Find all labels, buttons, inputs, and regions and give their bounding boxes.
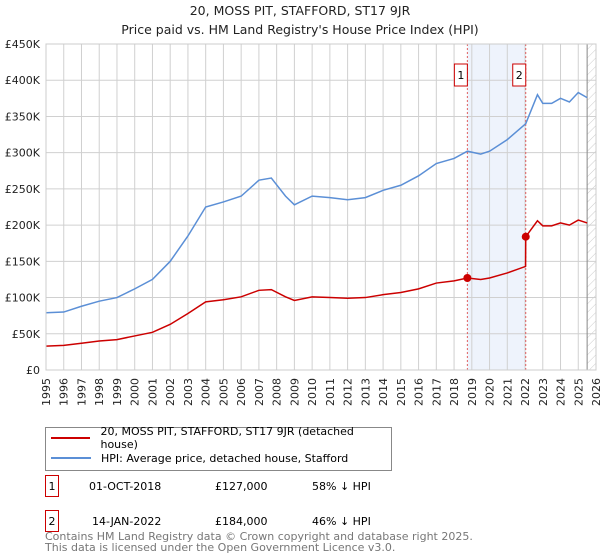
y-tick-label: £250K	[5, 183, 41, 196]
footer: Contains HM Land Registry data © Crown c…	[45, 531, 473, 553]
sale-point	[521, 232, 530, 241]
sale-badge-label: 2	[516, 69, 523, 82]
shaded-region	[467, 44, 526, 370]
footer-line: Contains HM Land Registry data © Crown c…	[45, 530, 473, 543]
x-tick-label: 1999	[111, 378, 124, 406]
forecast-hatch	[587, 44, 596, 370]
plot-area: 1995 1996 1997 1998 1999 2000 2001 2002 2003 2004…	[5, 38, 600, 406]
transaction-row: 2 14-JAN-2022 £184,000 46% ↓ HPI	[45, 510, 371, 532]
x-tick-label: 2013	[359, 378, 372, 406]
x-tick-label: 2024	[555, 378, 568, 406]
y-tick-label: £450K	[5, 38, 41, 51]
series-line-property	[45, 219, 588, 347]
series-line-hpi	[45, 91, 588, 314]
chart-subtitle: Price paid vs. HM Land Registry's House …	[121, 22, 479, 37]
x-tick-label: 2010	[306, 378, 319, 406]
sale-badge	[512, 63, 527, 87]
x-tick-label: 2004	[200, 378, 213, 406]
transaction-date: 01-OCT-2018	[89, 479, 162, 493]
x-tick-label: 2017	[430, 378, 443, 406]
x-tick-label: 2002	[164, 378, 177, 406]
legend-item-hpi: HPI: Average price, detached house, Staf…	[46, 448, 348, 468]
legend-swatch	[51, 437, 91, 439]
x-tick-label: 2009	[288, 378, 301, 406]
x-tick-label: 2021	[501, 378, 514, 406]
x-tick-label: 2012	[342, 378, 355, 406]
transaction-price: £184,000	[215, 514, 268, 528]
x-tick-label: 2014	[377, 378, 390, 406]
x-tick-label: 2006	[235, 378, 248, 406]
y-tick-label: £200K	[5, 219, 41, 232]
plot-border	[45, 43, 597, 371]
legend-swatch	[51, 457, 91, 459]
transaction-price: £127,000	[215, 479, 268, 493]
x-tick-label: 2020	[484, 378, 497, 406]
legend-label: HPI: Average price, detached house, Staf…	[101, 451, 349, 465]
x-tick-label: 2011	[324, 378, 337, 406]
x-tick-label: 1995	[40, 378, 53, 406]
transaction-hpi: 58% ↓ HPI	[312, 479, 371, 493]
x-tick-label: 2023	[537, 378, 550, 406]
transaction-badge: 2	[45, 510, 59, 532]
x-tick-label: 2000	[129, 378, 142, 406]
legend: 20, MOSS PIT, STAFFORD, ST17 9JR (detach…	[45, 425, 392, 471]
transaction-date: 14-JAN-2022	[92, 514, 162, 528]
y-tick-label: £400K	[5, 74, 41, 87]
x-tick-label: 1997	[75, 378, 88, 406]
x-tick-label: 2022	[519, 378, 532, 406]
y-tick-label: £150K	[5, 255, 41, 268]
legend-label: 20, MOSS PIT, STAFFORD, ST17 9JR (detach…	[100, 425, 354, 451]
sale-badge-label: 1	[457, 69, 464, 82]
x-tick-label: 1996	[58, 378, 71, 406]
x-tick-label: 2025	[572, 378, 585, 406]
x-tick-label: 2007	[253, 378, 266, 406]
legend-item-property: 20, MOSS PIT, STAFFORD, ST17 9JR (detach…	[46, 425, 391, 451]
x-tick-label: 1998	[93, 378, 106, 406]
x-tick-label: 2015	[395, 378, 408, 406]
y-tick-label: £350K	[5, 110, 41, 123]
y-tick-label: £50K	[12, 328, 41, 341]
sale-point	[463, 273, 472, 282]
x-tick-label: 2001	[146, 378, 159, 406]
transaction-row: 1 01-OCT-2018 £127,000 58% ↓ HPI	[45, 475, 371, 497]
x-tick-label: 2003	[182, 378, 195, 406]
y-tick-label: £300K	[5, 147, 41, 160]
transaction-hpi: 46% ↓ HPI	[312, 514, 371, 528]
footer-line: This data is licensed under the Open Gov…	[45, 541, 396, 554]
x-tick-label: 2005	[217, 378, 230, 406]
x-tick-label: 2016	[413, 378, 426, 406]
x-tick-label: 2026	[590, 378, 600, 406]
y-tick-label: £0	[26, 364, 40, 377]
x-tick-label: 2019	[466, 378, 479, 406]
chart-title: 20, MOSS PIT, STAFFORD, ST17 9JR	[189, 3, 411, 18]
y-tick-label: £100K	[5, 292, 41, 305]
x-tick-label: 2008	[271, 378, 284, 406]
sale-badge	[453, 63, 468, 87]
transaction-badge: 1	[45, 475, 59, 497]
x-tick-label: 2018	[448, 378, 461, 406]
